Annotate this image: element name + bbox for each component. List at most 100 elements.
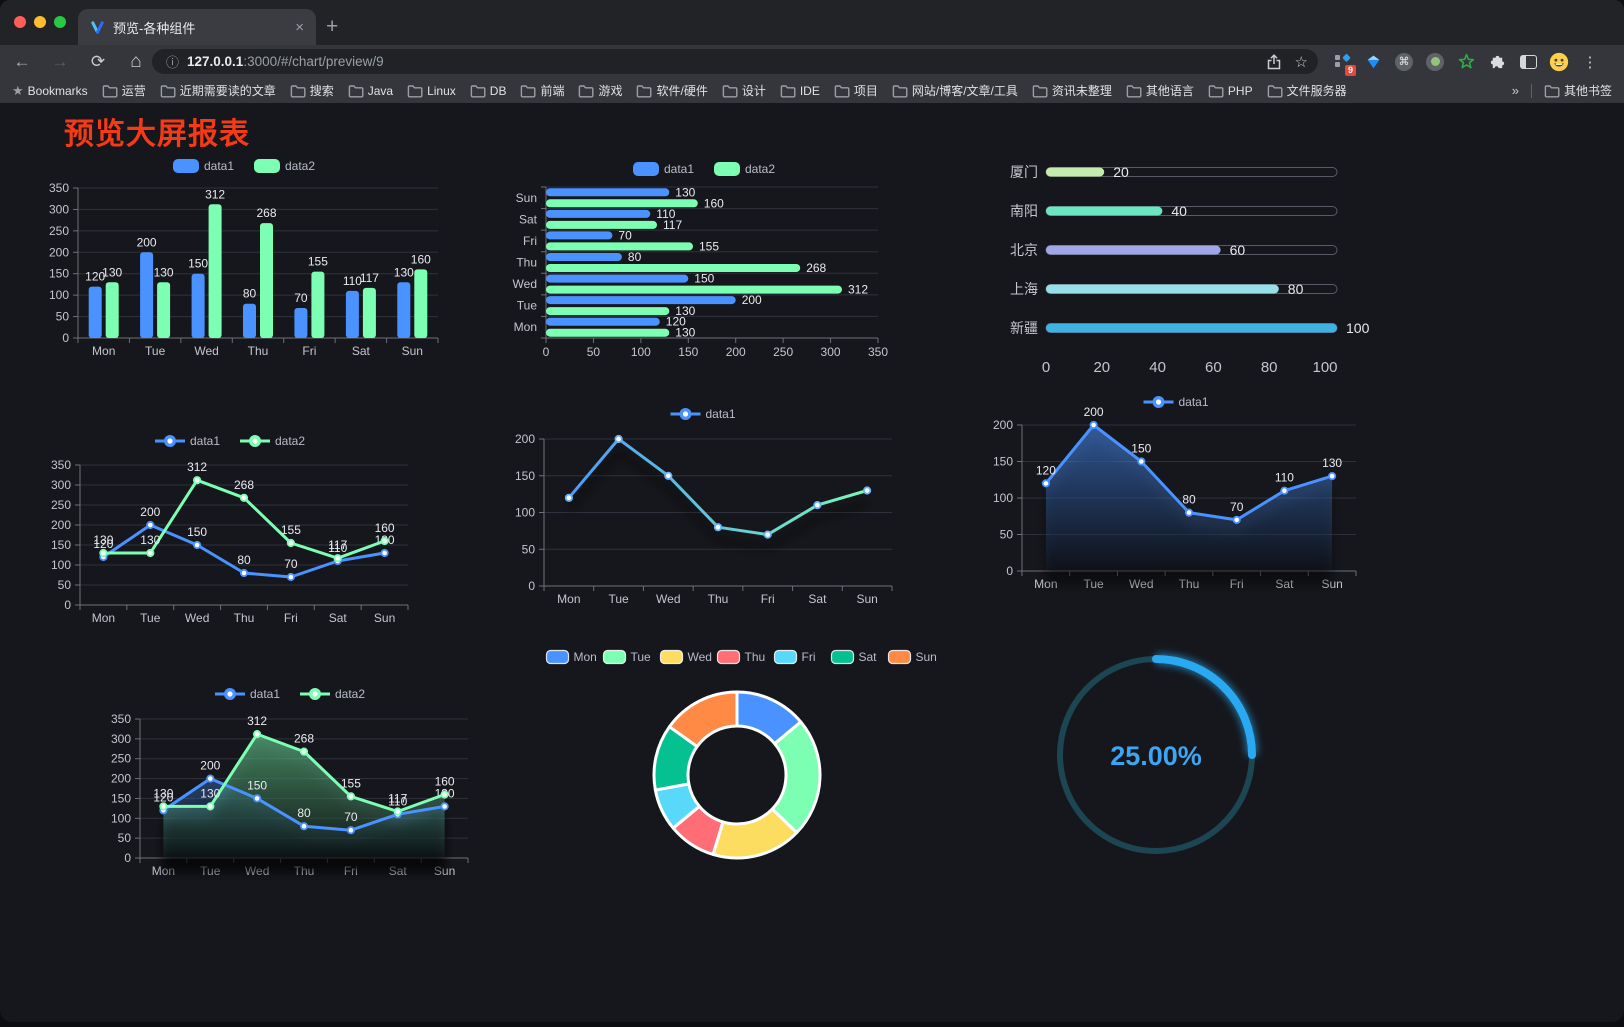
bookmark-folder[interactable]: 运营: [102, 82, 146, 99]
svg-text:300: 300: [49, 202, 69, 216]
ext-gem-icon[interactable]: [1363, 52, 1383, 72]
tab-close-icon[interactable]: ×: [295, 18, 304, 36]
svg-text:350: 350: [49, 181, 69, 195]
side-panel-icon[interactable]: [1518, 52, 1538, 72]
bookmark-folder[interactable]: 文件服务器: [1267, 82, 1347, 99]
bookmark-folder[interactable]: 设计: [722, 82, 766, 99]
svg-text:200: 200: [137, 235, 157, 249]
svg-text:100: 100: [1346, 320, 1370, 336]
svg-text:110: 110: [328, 541, 347, 555]
profile-avatar[interactable]: [1549, 52, 1569, 72]
window-minimize-button[interactable]: [34, 16, 46, 28]
gradient-line-chart[interactable]: 0 50 100 150 200 Mon Tue Wed Thu Fri Sat Sun data1: [504, 399, 906, 619]
donut-pie-chart[interactable]: Mon Tue Wed Thu Fri Sat Sun: [545, 641, 937, 891]
forward-icon[interactable]: →: [51, 52, 69, 71]
svg-text:100: 100: [49, 288, 69, 302]
dual-line-chart[interactable]: 0 50 100 150 200 250 300 350 Mon Tue Wed Thu Fri Sat S…: [40, 423, 424, 645]
bookmark-folder[interactable]: 其他语言: [1126, 82, 1194, 99]
bookmark-folder[interactable]: 近期需要读的文章: [160, 82, 276, 99]
svg-text:data1: data1: [250, 687, 280, 701]
svg-text:130: 130: [140, 533, 160, 547]
svg-text:117: 117: [663, 218, 682, 232]
area-chart-dual[interactable]: 050100150200250300350MonTueWedThuFriSatS…: [100, 677, 484, 895]
other-bookmarks-folder[interactable]: 其他书签: [1544, 82, 1612, 99]
svg-text:110: 110: [343, 274, 362, 288]
svg-text:268: 268: [294, 732, 314, 746]
grouped-bar-chart[interactable]: 0 50 100 150 200 250 300 350 Mon Tue Wed Thu Fri Sat S…: [40, 150, 452, 368]
svg-text:Wed: Wed: [513, 277, 537, 291]
window-close-button[interactable]: [14, 16, 26, 28]
bookmark-folder[interactable]: 前端: [520, 82, 564, 99]
svg-text:130: 130: [1322, 456, 1342, 470]
bookmark-folder[interactable]: 资讯未整理: [1032, 82, 1112, 99]
svg-text:20: 20: [1113, 164, 1129, 180]
ext-userscript-icon[interactable]: 9: [1332, 52, 1356, 76]
address-bar[interactable]: ⓘ 127.0.0.1:3000/#/chart/preview/9 ☆: [152, 49, 1318, 74]
back-icon[interactable]: ←: [13, 52, 31, 71]
svg-text:100: 100: [111, 811, 131, 825]
svg-text:50: 50: [522, 542, 536, 556]
svg-text:Fri: Fri: [761, 592, 775, 606]
svg-text:130: 130: [102, 265, 122, 279]
svg-text:100: 100: [51, 558, 71, 572]
bookmark-folder[interactable]: 网站/博客/文章/工具: [892, 82, 1018, 99]
ext-record-icon[interactable]: [1425, 52, 1445, 72]
svg-text:120: 120: [153, 790, 173, 804]
svg-text:25.00%: 25.00%: [1110, 741, 1202, 771]
chart-canvas: 25.00%: [1057, 653, 1258, 854]
bookmark-folder[interactable]: PHP: [1208, 84, 1253, 98]
svg-text:Thu: Thu: [516, 256, 537, 270]
ext-star-icon[interactable]: [1456, 52, 1476, 72]
svg-text:70: 70: [284, 557, 298, 571]
svg-text:Sun: Sun: [916, 650, 937, 664]
reload-icon[interactable]: ⟳: [90, 52, 106, 71]
svg-text:120: 120: [93, 537, 113, 551]
svg-text:250: 250: [49, 224, 69, 238]
svg-text:160: 160: [375, 521, 395, 535]
home-icon[interactable]: ⌂: [130, 51, 142, 72]
area-chart-single[interactable]: 050100150200MonTueWedThuFriSatSun1202001…: [984, 389, 1372, 603]
svg-text:0: 0: [1042, 359, 1050, 376]
circular-progress-gauge[interactable]: 25.00%: [1040, 637, 1280, 877]
bookmark-folder[interactable]: 软件/硬件: [636, 82, 708, 99]
horizontal-bar-chart[interactable]: 0 50 100 150 200 250 300 350 Mon 120 130 Tue 200 130 W…: [504, 153, 908, 367]
city-progress-chart[interactable]: 厦门 20 南阳 40 北京 60 上海 80 新疆 100 0 20 40 60 80 100: [1000, 158, 1380, 388]
bookmark-folder[interactable]: Linux: [407, 84, 456, 98]
new-tab-button[interactable]: +: [326, 15, 339, 38]
bookmark-folder[interactable]: 搜索: [290, 82, 334, 99]
svg-text:117: 117: [360, 271, 379, 285]
svg-text:312: 312: [848, 283, 868, 297]
svg-text:130: 130: [200, 786, 220, 800]
browser-menu-icon[interactable]: ⋮: [1582, 53, 1598, 71]
svg-text:150: 150: [247, 778, 267, 792]
extensions-row: 9 ⌘ ⋮: [1332, 48, 1600, 76]
ext-command-icon[interactable]: ⌘: [1394, 52, 1414, 72]
svg-text:100: 100: [993, 491, 1013, 505]
share-icon[interactable]: [1267, 53, 1281, 70]
bookmark-folder[interactable]: 项目: [834, 82, 878, 99]
svg-text:150: 150: [187, 525, 207, 539]
window-zoom-button[interactable]: [54, 16, 66, 28]
svg-text:Fri: Fri: [284, 611, 298, 625]
svg-text:160: 160: [435, 775, 455, 789]
chart-canvas: 0 50 100 150 200 250 300 350 Mon Tue Wed Thu Fri Sat S…: [49, 159, 439, 358]
svg-text:50: 50: [587, 345, 601, 359]
svg-text:100: 100: [515, 506, 535, 520]
extensions-puzzle-icon[interactable]: [1487, 52, 1507, 72]
folder-icon: [1267, 84, 1283, 98]
bookmark-folder[interactable]: Java: [348, 84, 393, 98]
bookmarks-overflow-icon[interactable]: »: [1511, 83, 1519, 98]
svg-text:70: 70: [618, 228, 632, 242]
bookmark-folder[interactable]: DB: [470, 84, 506, 98]
browser-tab[interactable]: 预览-各种组件 ×: [78, 9, 316, 45]
bookmark-folder[interactable]: 游戏: [578, 82, 622, 99]
bookmark-star-icon[interactable]: ☆: [1294, 53, 1308, 71]
svg-text:Tue: Tue: [140, 611, 161, 625]
bookmarks-star-icon: ★: [12, 82, 24, 98]
bookmarks-manager[interactable]: ★ Bookmarks: [12, 83, 88, 99]
svg-text:Fri: Fri: [523, 234, 537, 248]
site-info-icon[interactable]: ⓘ: [166, 55, 180, 70]
bookmark-folder[interactable]: IDE: [780, 84, 820, 98]
svg-text:300: 300: [821, 345, 841, 359]
svg-text:120: 120: [666, 315, 686, 329]
